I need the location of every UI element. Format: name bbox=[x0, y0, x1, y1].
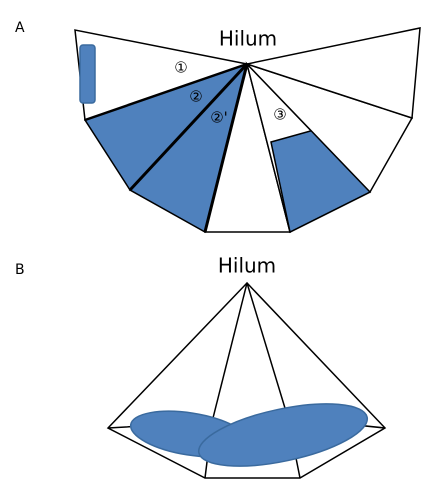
boundary bbox=[84, 62, 248, 122]
edge bbox=[246, 282, 289, 419]
marker: ②' bbox=[210, 109, 228, 127]
segment bbox=[244, 27, 421, 120]
panel-label: A bbox=[15, 20, 25, 36]
hilum-label: Hilum bbox=[218, 254, 276, 278]
panel-a bbox=[74, 27, 421, 234]
hilum-label: Hilum bbox=[219, 27, 277, 51]
boundary bbox=[128, 62, 249, 192]
blue-patch bbox=[79, 44, 96, 104]
marker: ② bbox=[189, 88, 202, 106]
marker: ① bbox=[174, 59, 187, 77]
marker: ③ bbox=[273, 106, 286, 124]
blue-lobe bbox=[197, 403, 369, 467]
panel-label: B bbox=[15, 262, 25, 278]
panel-b bbox=[106, 281, 387, 479]
boundary bbox=[203, 63, 249, 233]
edge bbox=[211, 282, 248, 423]
